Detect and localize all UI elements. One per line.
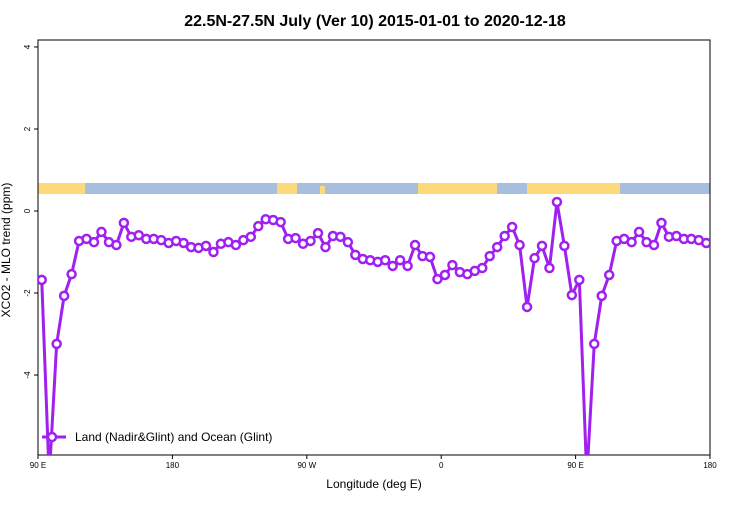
data-point — [499, 230, 510, 242]
data-point — [208, 246, 219, 258]
data-point — [514, 239, 525, 251]
data-point — [484, 250, 495, 262]
data-point — [656, 217, 667, 229]
data-point — [96, 226, 107, 238]
data-point — [701, 237, 710, 249]
data-point — [66, 268, 77, 280]
data-point — [633, 226, 645, 238]
x-tick-label: 90 W — [297, 461, 316, 470]
x-tick-label: 0 — [439, 461, 444, 470]
data-point — [178, 237, 189, 249]
data-point — [387, 260, 398, 272]
data-point — [477, 262, 488, 274]
data-point — [305, 235, 316, 247]
land-ocean-band — [38, 183, 710, 194]
data-point — [230, 239, 242, 251]
land-band — [418, 183, 497, 194]
data-point — [432, 273, 443, 285]
data-point — [424, 251, 436, 263]
x-tick-label: 180 — [166, 461, 180, 470]
data-point — [275, 216, 286, 228]
land-band — [277, 183, 297, 194]
data-point — [312, 227, 324, 239]
data-point — [544, 262, 555, 274]
data-point — [290, 232, 301, 244]
data-point — [521, 301, 533, 313]
data-point — [320, 241, 331, 253]
data-point — [559, 240, 570, 252]
land-band — [527, 183, 620, 194]
data-point — [402, 260, 413, 272]
data-point — [51, 338, 62, 350]
legend-marker — [46, 431, 58, 443]
data-point — [529, 252, 540, 264]
data-point — [506, 221, 518, 233]
land-band — [38, 183, 85, 194]
data-point — [335, 231, 346, 243]
x-tick-label: 180 — [703, 461, 717, 470]
data-point — [626, 236, 637, 248]
data-point — [253, 220, 264, 232]
data-point — [589, 338, 600, 350]
data-point — [409, 239, 421, 251]
y-tick-label: -4 — [23, 371, 32, 379]
data-point — [342, 236, 354, 248]
data-point — [574, 274, 585, 286]
data-point — [379, 254, 391, 266]
x-axis-label: Longitude (deg E) — [326, 477, 421, 491]
data-point — [648, 239, 660, 251]
chart-title: 22.5N-27.5N July (Ver 10) 2015-01-01 to … — [184, 13, 566, 30]
data-point — [200, 240, 212, 252]
y-tick-label: 2 — [23, 126, 32, 131]
data-point — [596, 290, 607, 302]
data-point — [566, 289, 578, 301]
x-tick-label: 90 E — [567, 461, 583, 470]
data-point — [536, 240, 548, 252]
data-point — [245, 231, 257, 243]
data-point — [111, 239, 122, 251]
data-point — [491, 241, 503, 253]
y-tick-label: -2 — [23, 289, 32, 297]
data-point — [447, 259, 458, 271]
x-tick-label: 90 E — [30, 461, 46, 470]
data-point — [603, 269, 615, 281]
data-point — [439, 269, 451, 281]
data-point — [350, 249, 361, 261]
data-point — [394, 254, 406, 266]
land-band — [320, 186, 325, 194]
data-point — [38, 274, 47, 286]
plot-area — [38, 196, 710, 455]
y-tick-label: 4 — [23, 44, 32, 49]
data-point — [58, 290, 70, 302]
ocean-band — [38, 183, 710, 194]
data-point — [551, 196, 563, 208]
data-point — [118, 217, 130, 229]
y-tick-label: 0 — [23, 208, 32, 213]
legend-label: Land (Nadir&Glint) and Ocean (Glint) — [75, 430, 272, 444]
plot-frame — [37, 39, 711, 456]
data-point — [88, 236, 100, 248]
y-axis-label: XCO2 - MLO trend (ppm) — [0, 183, 13, 318]
